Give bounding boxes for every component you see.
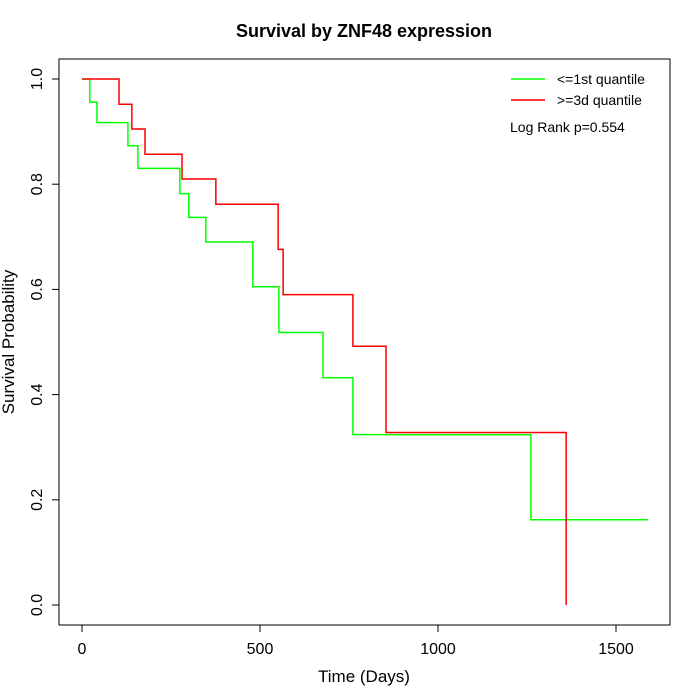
- x-axis: 0 500 1000 1500: [78, 624, 634, 658]
- y-tick-label: 1.0: [29, 68, 46, 90]
- survival-curve-low: [82, 78, 649, 521]
- chart-title: Survival by ZNF48 expression: [236, 21, 492, 41]
- y-tick-label: 0.8: [29, 173, 46, 195]
- y-axis-label: Survival Probability: [0, 269, 18, 414]
- x-tick-label: 1000: [420, 641, 456, 658]
- legend-label-high: >=3d quantile: [557, 92, 642, 108]
- x-tick-label: 0: [78, 641, 87, 658]
- y-tick-label: 0.2: [29, 489, 46, 511]
- legend-label-low: <=1st quantile: [557, 71, 645, 87]
- y-axis: 0.0 0.2 0.4 0.6 0.8 1.0: [29, 68, 60, 616]
- x-tick-label: 500: [247, 641, 274, 658]
- log-rank-annotation: Log Rank p=0.554: [510, 119, 625, 135]
- legend: <=1st quantile >=3d quantile Log Rank p=…: [510, 71, 645, 135]
- x-tick-label: 1500: [598, 641, 634, 658]
- x-axis-label: Time (Days): [318, 667, 410, 686]
- plot-frame: [58, 58, 671, 626]
- survival-curve-high: [82, 78, 567, 605]
- y-tick-label: 0.0: [29, 594, 46, 616]
- y-tick-label: 0.6: [29, 278, 46, 300]
- y-tick-label: 0.4: [29, 383, 46, 405]
